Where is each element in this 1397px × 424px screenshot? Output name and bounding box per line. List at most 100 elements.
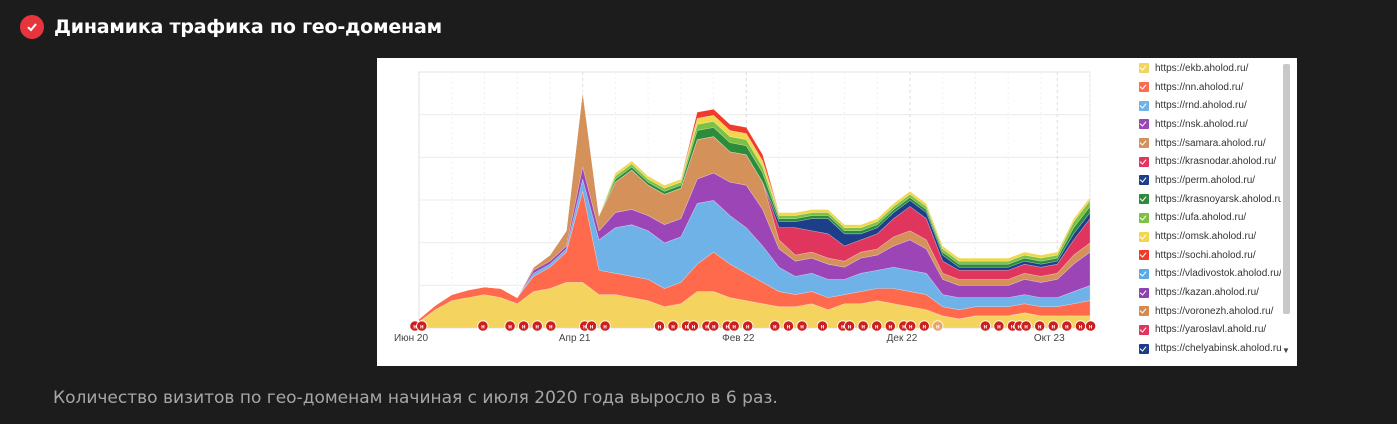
svg-text:н: н xyxy=(522,324,526,330)
legend-label: https://nsk.aholod.ru/ xyxy=(1155,118,1248,130)
svg-text:н: н xyxy=(420,324,424,330)
legend-item[interactable]: https://krasnodar.aholod.ru/ xyxy=(1137,152,1281,171)
annotation-marker[interactable]: н xyxy=(708,320,720,332)
checkbox-icon[interactable] xyxy=(1139,194,1149,205)
annotation-marker[interactable]: н xyxy=(1020,320,1032,332)
checkbox-icon[interactable] xyxy=(1139,119,1149,130)
svg-text:н: н xyxy=(705,324,709,330)
legend-item[interactable]: https://sochi.aholod.ru/ xyxy=(1137,246,1281,265)
legend-item[interactable]: https://ufa.aholod.ru/ xyxy=(1137,209,1281,228)
area-omsk-aholod-ru[interactable] xyxy=(418,90,1091,320)
svg-text:н: н xyxy=(590,324,594,330)
annotation-marker[interactable]: н xyxy=(477,320,489,332)
annotation-marker[interactable]: н xyxy=(1074,320,1087,332)
annotation-marker[interactable]: н xyxy=(667,320,679,332)
checkbox-icon[interactable] xyxy=(1139,250,1149,261)
svg-text:н: н xyxy=(508,324,512,330)
annotation-marker[interactable]: н xyxy=(531,320,543,332)
annotation-marker[interactable]: н xyxy=(918,320,930,332)
checkbox-icon[interactable] xyxy=(1139,82,1149,93)
legend-item[interactable]: https://perm.aholod.ru/ xyxy=(1137,171,1281,190)
legend-item[interactable]: https://omsk.aholod.ru/ xyxy=(1137,227,1281,246)
legend-item[interactable]: https://kazan.aholod.ru/ xyxy=(1137,283,1281,302)
legend-item[interactable]: https://vladivostok.aholod.ru/ xyxy=(1137,265,1281,284)
annotation-marker[interactable]: н xyxy=(782,320,795,332)
legend-label: https://yaroslavl.ahold.ru/ xyxy=(1155,324,1267,336)
annotation-marker[interactable]: н xyxy=(742,320,754,332)
legend-label: https://vladivostok.aholod.ru/ xyxy=(1155,268,1281,280)
annotation-marker[interactable]: н xyxy=(871,320,883,332)
legend-item[interactable]: https://ekb.aholod.ru/ xyxy=(1137,59,1281,78)
checkbox-icon[interactable] xyxy=(1139,100,1149,111)
legend-item[interactable]: https://voronezh.aholod.ru/ xyxy=(1137,302,1281,321)
legend-label: https://voronezh.aholod.ru/ xyxy=(1155,305,1274,317)
checkbox-icon[interactable] xyxy=(1139,138,1149,149)
annotation-marker[interactable]: н xyxy=(518,320,530,332)
checkbox-icon[interactable] xyxy=(1139,63,1149,74)
svg-text:н: н xyxy=(861,324,865,330)
checkbox-icon[interactable] xyxy=(1139,287,1149,298)
annotation-marker[interactable]: н xyxy=(1061,320,1073,332)
checkbox-icon[interactable] xyxy=(1139,175,1149,186)
annotation-marker[interactable]: н xyxy=(545,320,557,332)
section-header: Динамика трафика по гео-доменам xyxy=(20,14,442,40)
annotation-marker[interactable]: н xyxy=(1034,320,1046,332)
scroll-down-arrow-icon[interactable]: ▼ xyxy=(1282,346,1290,355)
svg-text:н: н xyxy=(848,324,852,330)
svg-text:н: н xyxy=(909,324,913,330)
legend-item[interactable]: https://nn.aholod.ru/ xyxy=(1137,78,1281,97)
checkbox-icon[interactable] xyxy=(1139,156,1149,167)
svg-text:н: н xyxy=(875,324,879,330)
legend-label: https://perm.aholod.ru/ xyxy=(1155,174,1256,186)
svg-text:н: н xyxy=(1038,324,1042,330)
series-areas xyxy=(418,90,1091,329)
annotation-marker[interactable]: н xyxy=(1047,320,1059,332)
annotation-marker[interactable]: н xyxy=(857,320,869,332)
checkbox-icon[interactable] xyxy=(1139,324,1149,335)
x-tick-label: Окт 23 xyxy=(1034,333,1065,344)
area-sochi-aholod-ru[interactable] xyxy=(418,90,1091,320)
annotation-marker[interactable]: н xyxy=(816,320,828,332)
legend-item[interactable]: https://chelyabinsk.aholod.ru/ xyxy=(1137,339,1281,358)
annotation-marker[interactable]: н xyxy=(687,320,699,332)
annotation-marker[interactable]: н xyxy=(653,320,666,332)
legend-item[interactable]: https://samara.aholod.ru/ xyxy=(1137,134,1281,153)
annotation-marker[interactable]: н xyxy=(728,320,740,332)
x-tick-label: Июн 20 xyxy=(394,333,429,344)
annotation-marker[interactable]: н xyxy=(993,320,1005,332)
svg-text:н: н xyxy=(936,324,940,330)
legend-item[interactable]: https://rnd.aholod.ru/ xyxy=(1137,96,1281,115)
annotation-marker[interactable]: н xyxy=(843,320,856,332)
legend-scrollbar[interactable]: ▼ xyxy=(1281,60,1291,356)
checkbox-icon[interactable] xyxy=(1139,212,1149,223)
annotation-marker[interactable]: н xyxy=(932,320,944,332)
legend-label: https://omsk.aholod.ru/ xyxy=(1155,231,1257,243)
annotation-marker[interactable]: н xyxy=(979,320,991,332)
annotation-marker[interactable]: н xyxy=(585,320,598,332)
checkbox-icon[interactable] xyxy=(1139,343,1149,354)
annotation-marker[interactable]: н xyxy=(504,320,516,332)
annotation-marker[interactable]: н xyxy=(416,320,428,332)
annotation-marker[interactable]: н xyxy=(1085,320,1097,332)
legend-scroll-thumb[interactable] xyxy=(1283,64,1290,314)
check-circle-icon xyxy=(20,15,44,39)
legend-label: https://ekb.aholod.ru/ xyxy=(1155,62,1249,74)
annotation-marker[interactable]: н xyxy=(769,320,781,332)
svg-text:н: н xyxy=(821,324,825,330)
svg-text:н: н xyxy=(732,324,736,330)
legend-item[interactable]: https://krasnoyarsk.aholod.ru/ xyxy=(1137,190,1281,209)
checkbox-icon[interactable] xyxy=(1139,268,1149,279)
annotation-marker[interactable]: н xyxy=(884,320,896,332)
legend-item[interactable]: https://nsk.aholod.ru/ xyxy=(1137,115,1281,134)
chart-caption: Количество визитов по гео-доменам начина… xyxy=(53,388,778,408)
svg-text:н: н xyxy=(658,324,662,330)
x-axis-labels: Июн 20 Апр 21 Фев 22 Дек 22 Окт 23 xyxy=(394,333,1065,344)
svg-text:н: н xyxy=(726,324,730,330)
chart-legend: https://ekb.aholod.ru/https://nn.aholod.… xyxy=(1137,58,1281,359)
annotation-marker[interactable]: н xyxy=(599,320,611,332)
legend-item[interactable]: https://yaroslavl.ahold.ru/ xyxy=(1137,321,1281,340)
annotation-marker[interactable]: н xyxy=(796,320,808,332)
checkbox-icon[interactable] xyxy=(1139,231,1149,242)
checkbox-icon[interactable] xyxy=(1139,306,1149,317)
annotation-marker[interactable]: н xyxy=(905,320,917,332)
